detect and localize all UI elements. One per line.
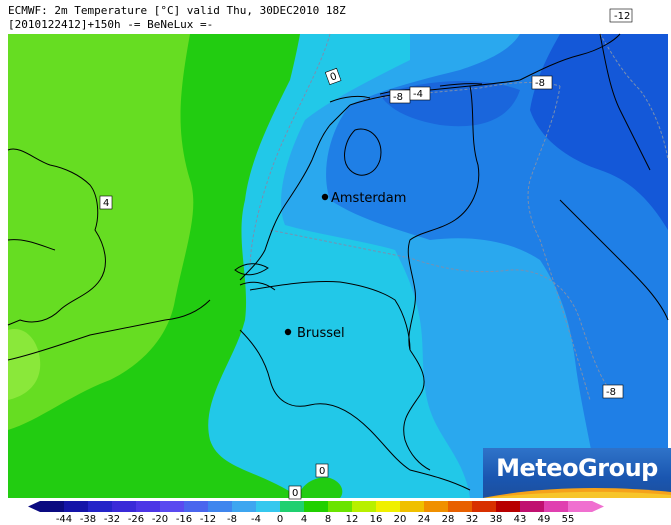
colorbar-swatch — [448, 501, 473, 512]
colorbar-label: -38 — [80, 514, 96, 525]
colorbar-swatch — [40, 501, 65, 512]
colorbar-swatch — [88, 501, 113, 512]
zone-warm-west — [8, 34, 194, 430]
svg-text:-8: -8 — [393, 92, 403, 103]
contour-label: 0 — [315, 463, 329, 478]
svg-text:Amsterdam: Amsterdam — [331, 191, 406, 206]
map-subtitle: [2010122412]+150h -= BeNeLux =- — [8, 18, 214, 31]
contour-label: 0 — [324, 67, 342, 86]
colorbar-arrow-right — [592, 501, 604, 512]
colorbar-swatch — [472, 501, 497, 512]
colorbar-label: -12 — [200, 514, 216, 525]
zone-warmer-west — [8, 329, 41, 400]
meteogroup-logo: MeteoGroup — [483, 448, 671, 498]
colorbar-swatch — [544, 501, 569, 512]
colorbar-label: -32 — [104, 514, 120, 525]
colorbar-swatch — [496, 501, 521, 512]
svg-text:0: 0 — [319, 466, 325, 477]
city-brussel: Brussel — [284, 326, 345, 341]
svg-text:-12: -12 — [614, 11, 630, 22]
colorbar-label: -26 — [128, 514, 144, 525]
colorbar-label: 28 — [442, 514, 455, 525]
map-title: ECMWF: 2m Temperature [°C] valid Thu, 30… — [8, 4, 346, 17]
colorbar-label: 8 — [325, 514, 331, 525]
colorbar-swatch — [376, 501, 401, 512]
svg-text:Brussel: Brussel — [297, 326, 345, 341]
svg-text:-8: -8 — [535, 78, 545, 89]
colorbar-swatch — [136, 501, 161, 512]
colorbar-swatch — [232, 501, 257, 512]
colorbar-label: -16 — [176, 514, 192, 525]
colorbar-swatch — [280, 501, 305, 512]
logo-swoosh-icon — [483, 488, 671, 498]
contour-label: -12 — [609, 8, 633, 23]
colorbar-label: 20 — [394, 514, 407, 525]
colorbar-swatch — [160, 501, 185, 512]
colorbar: -44 -38 -32 -26 -20 -16 -12 -8 -4 0 4 8 12 16 20 24 28 32… — [28, 501, 604, 525]
colorbar-swatch — [520, 501, 545, 512]
logo-text: MeteoGroup — [496, 454, 658, 482]
colorbar-swatch — [208, 501, 233, 512]
colorbar-swatch — [328, 501, 353, 512]
colorbar-label: 55 — [562, 514, 575, 525]
svg-text:-4: -4 — [413, 89, 423, 100]
zone-deep-blue — [530, 34, 668, 230]
colorbar-label: -8 — [227, 514, 237, 525]
contour-label: 4 — [99, 195, 113, 210]
colorbar-swatch — [352, 501, 377, 512]
colorbar-swatch — [256, 501, 281, 512]
contour-label: -4 — [409, 86, 431, 101]
svg-text:0: 0 — [329, 71, 339, 84]
contour-lines — [249, 33, 669, 401]
colorbar-label: 12 — [346, 514, 359, 525]
city-amsterdam: Amsterdam — [321, 191, 406, 206]
contour-label: -8 — [531, 75, 553, 90]
colorbar-swatch — [424, 501, 449, 512]
svg-text:0: 0 — [292, 488, 298, 499]
colorbar-arrow-left — [28, 501, 40, 512]
contour-label: -8 — [389, 89, 411, 104]
colorbar-swatch — [184, 501, 209, 512]
colorbar-label: -20 — [152, 514, 168, 525]
colorbar-label: 38 — [490, 514, 503, 525]
contour-label: 0 — [288, 485, 302, 500]
colorbar-swatch — [400, 501, 425, 512]
colorbar-label: 4 — [301, 514, 307, 525]
colorbar-swatch — [64, 501, 89, 512]
colorbar-label: 32 — [466, 514, 479, 525]
colorbar-label: -4 — [251, 514, 261, 525]
colorbar-label: -44 — [56, 514, 72, 525]
colorbar-swatch — [304, 501, 329, 512]
colorbar-label: 24 — [418, 514, 431, 525]
contour-label: -8 — [602, 384, 624, 399]
svg-text:-8: -8 — [606, 387, 616, 398]
colorbar-label: 49 — [538, 514, 551, 525]
svg-text:4: 4 — [103, 198, 109, 209]
colorbar-swatch — [568, 501, 593, 512]
colorbar-swatch — [112, 501, 137, 512]
colorbar-label: 0 — [277, 514, 283, 525]
borders — [7, 33, 669, 491]
colorbar-label: 43 — [514, 514, 527, 525]
zone-green-patch — [298, 477, 343, 498]
colorbar-label: 16 — [370, 514, 383, 525]
